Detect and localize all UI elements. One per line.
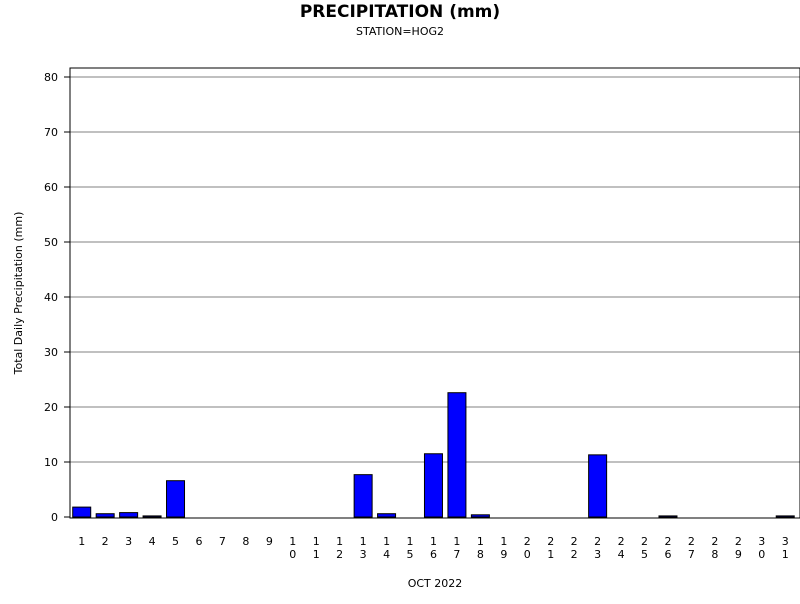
y-axis: 0 10 20 30 40 50 60 70 80 [44, 71, 70, 524]
y-tick-label: 70 [44, 126, 58, 139]
bar-day-31 [775, 515, 795, 518]
bar-day-18 [470, 514, 490, 518]
bar-day-23 [588, 454, 608, 518]
bar-day-17 [447, 392, 467, 518]
x-tick-label: 6 [195, 535, 202, 548]
y-tick-label: 60 [44, 181, 58, 194]
bar-day-14 [377, 513, 397, 518]
bar-day-4 [142, 515, 162, 518]
y-axis-label: Total Daily Precipitation (mm) [12, 212, 25, 376]
y-tick-label: 80 [44, 71, 58, 84]
bar-day-5 [166, 480, 186, 518]
bar-day-2 [95, 513, 115, 518]
y-tick-label: 20 [44, 401, 58, 414]
bars [72, 392, 795, 518]
y-tick-label: 0 [51, 511, 58, 524]
x-tick-label: 1 [78, 535, 85, 548]
x-axis: 1 2 3 4 5 6 7 8 9 1 01 11 21 31 41 51 61 71 81 92 02 12 22 32 42… [78, 535, 789, 561]
x-tick-label: 7 [219, 535, 226, 548]
y-tick-label: 40 [44, 291, 58, 304]
bar-day-1 [72, 506, 92, 518]
x-tick-label: 8 [242, 535, 249, 548]
y-tick-label: 30 [44, 346, 58, 359]
x-tick-label: 2 [102, 535, 109, 548]
y-tick-label: 50 [44, 236, 58, 249]
bar-day-16 [423, 453, 443, 518]
y-tick-label: 10 [44, 456, 58, 469]
chart-subtitle: STATION=HOG2 [356, 25, 444, 38]
bar-day-26 [658, 515, 678, 518]
bar-day-3 [119, 512, 139, 518]
x-axis-label: OCT 2022 [408, 577, 463, 590]
x-tick-label: 5 [172, 535, 179, 548]
x-tick-label: 3 [125, 535, 132, 548]
bar-day-13 [353, 474, 373, 518]
x-tick-label: 9 [266, 535, 273, 548]
chart-title: PRECIPITATION (mm) [300, 2, 500, 22]
plot-frame [69, 67, 800, 519]
x-tick-label: 4 [149, 535, 156, 548]
gridlines [70, 76, 800, 463]
